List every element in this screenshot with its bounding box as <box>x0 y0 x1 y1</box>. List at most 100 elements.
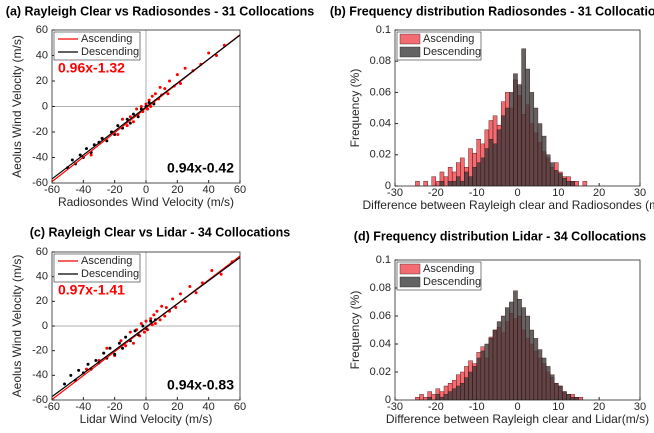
point <box>136 115 140 119</box>
point <box>144 319 148 323</box>
point <box>124 344 128 348</box>
x-tick-label: 20 <box>593 187 605 199</box>
chart-title: (b) Frequency distribution Radiosondes -… <box>330 4 654 18</box>
point <box>131 120 135 124</box>
x-tick-label: 40 <box>203 184 215 196</box>
point <box>124 335 128 339</box>
point <box>113 352 117 356</box>
bar <box>578 397 584 400</box>
axes-frame <box>394 29 641 187</box>
bar <box>439 397 445 400</box>
bar <box>521 48 526 186</box>
y-tick-label: 20 <box>36 295 48 307</box>
y-tick-label: 0.02 <box>370 149 391 161</box>
x-axis-label: Radiosondes Wind Velocity (m/s) <box>58 195 234 209</box>
point <box>215 54 218 57</box>
point <box>139 322 143 326</box>
bar <box>472 167 477 186</box>
x-tick-label: -10 <box>469 401 485 413</box>
x-axis-label: Difference between Rayleigh clear and Li… <box>386 412 649 426</box>
bar <box>566 394 571 400</box>
bar <box>541 357 547 400</box>
x-tick-label: -60 <box>44 184 60 196</box>
point <box>152 313 156 317</box>
y-tick-label: -40 <box>32 369 48 381</box>
point <box>158 318 162 322</box>
y-tick-label: 0.06 <box>370 86 391 98</box>
bar <box>509 301 514 400</box>
y-tick-label: 0 <box>385 180 391 192</box>
bar <box>533 107 539 186</box>
y-tick-label: 0.1 <box>376 254 391 266</box>
bar <box>451 181 457 186</box>
point <box>121 346 124 350</box>
point <box>84 147 88 151</box>
point <box>121 117 124 121</box>
bar <box>554 383 559 400</box>
point <box>63 382 67 386</box>
y-tick-label: 0.02 <box>370 366 391 378</box>
bar <box>456 385 461 400</box>
axes-frame <box>51 29 241 184</box>
legend-label: Ascending <box>423 33 474 45</box>
bar <box>517 299 522 400</box>
point <box>128 115 132 119</box>
legend-swatch <box>399 46 421 58</box>
bar <box>415 397 420 400</box>
bar <box>484 148 490 186</box>
bar <box>574 397 579 400</box>
bar <box>492 329 498 400</box>
point <box>133 329 137 333</box>
x-tick-label: 20 <box>171 184 183 196</box>
y-tick-label: 0 <box>42 320 48 332</box>
bar <box>427 397 432 400</box>
y-tick-label: 60 <box>36 246 48 258</box>
bar <box>505 107 510 186</box>
legend-label: Ascending <box>81 255 132 267</box>
bar <box>525 315 530 400</box>
point <box>108 346 112 350</box>
panel: (a) Rayleigh Clear vs Radiosondes - 31 C… <box>6 4 314 209</box>
point <box>153 322 157 326</box>
point <box>144 102 148 106</box>
x-tick-label: -20 <box>107 184 123 196</box>
y-tick-label: 40 <box>36 49 48 61</box>
legend-label: Descending <box>81 268 139 280</box>
x-axis-label: Lidar Wind Velocity (m/s) <box>80 412 213 426</box>
point <box>183 66 187 70</box>
point <box>194 291 198 295</box>
x-tick-label: 20 <box>171 401 183 413</box>
fit-annotation: 0.94x-0.83 <box>167 377 234 393</box>
bar <box>464 171 469 186</box>
bar <box>549 374 555 400</box>
bar <box>525 68 530 186</box>
legend-label: Ascending <box>423 263 474 275</box>
bar <box>472 366 477 400</box>
y-tick-label: 0.04 <box>370 338 391 350</box>
point <box>183 299 187 303</box>
bar <box>533 338 539 400</box>
point <box>131 341 135 345</box>
legend-label: Descending <box>81 46 139 58</box>
bar <box>480 350 486 400</box>
bar <box>509 92 514 186</box>
point <box>149 317 153 321</box>
y-tick-label: -20 <box>32 345 48 357</box>
bar <box>464 377 469 400</box>
point <box>174 306 178 309</box>
x-axis-label: Difference between Rayleigh clear and Ra… <box>363 198 654 212</box>
point <box>141 324 145 328</box>
bar <box>570 181 575 186</box>
point <box>105 139 109 143</box>
bar <box>496 321 502 400</box>
point <box>116 133 120 137</box>
axes-frame <box>51 251 241 401</box>
y-tick-label: -20 <box>32 126 48 138</box>
point <box>142 330 146 334</box>
bar <box>488 138 494 186</box>
x-tick-label: -10 <box>469 187 485 199</box>
point <box>147 98 151 102</box>
panel: (c) Rayleigh Clear vs Lidar - 34 Colloca… <box>10 225 290 426</box>
bar <box>529 92 535 186</box>
x-tick-label: -20 <box>428 401 444 413</box>
